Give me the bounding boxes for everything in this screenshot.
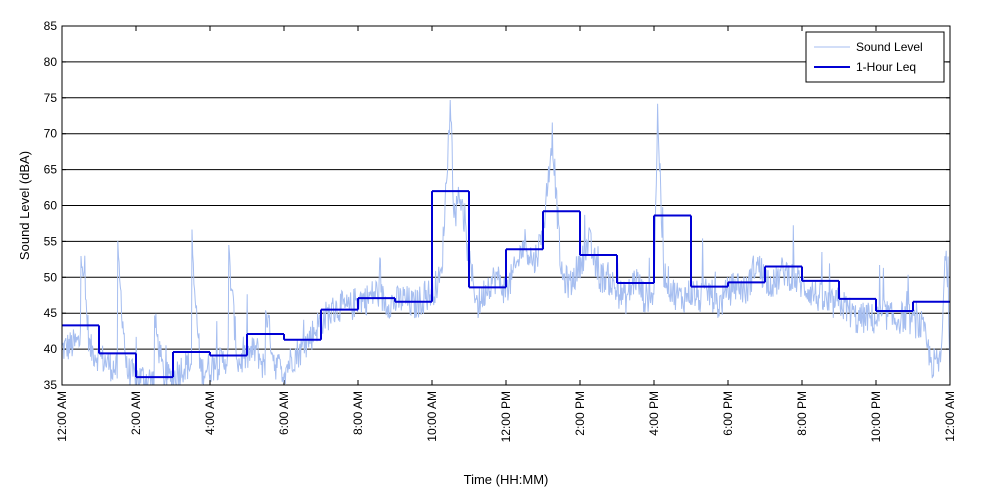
x-axis-label: Time (HH:MM) — [464, 472, 549, 487]
y-axis-label: Sound Level (dBA) — [17, 151, 32, 260]
y-tick-label: 55 — [44, 234, 58, 248]
y-tick-label: 85 — [44, 19, 58, 33]
y-tick-label: 50 — [44, 270, 58, 284]
y-tick-label: 60 — [44, 199, 58, 213]
x-tick-label: 12:00 AM — [55, 391, 69, 442]
y-tick-label: 80 — [44, 55, 58, 69]
y-tick-label: 65 — [44, 163, 58, 177]
x-tick-label: 12:00 AM — [943, 391, 957, 442]
x-tick-label: 2:00 AM — [129, 391, 143, 435]
x-tick-label: 2:00 PM — [573, 391, 587, 436]
plot-frame — [61, 25, 951, 386]
x-tick-labels: 12:00 AM 2:00 AM 4:00 AM 6:00 AM 8:00 AM 10:0… — [55, 391, 957, 442]
x-tick-label: 4:00 PM — [647, 391, 661, 436]
x-tick-label: 10:00 AM — [425, 391, 439, 442]
y-tick-label: 45 — [44, 306, 58, 320]
legend: Sound Level 1-Hour Leq — [805, 31, 945, 83]
x-tick-label: 6:00 AM — [277, 391, 291, 435]
y-tick-label: 70 — [44, 127, 58, 141]
x-tick-label: 10:00 PM — [869, 391, 883, 442]
x-tick-label: 8:00 PM — [795, 391, 809, 436]
x-tick-label: 4:00 AM — [203, 391, 217, 435]
y-tick-label: 75 — [44, 91, 58, 105]
series-layer — [62, 99, 950, 385]
legend-label-sound-level: Sound Level — [856, 40, 923, 54]
x-tick-label: 12:00 PM — [499, 391, 513, 442]
y-tick-label: 40 — [44, 342, 58, 356]
x-tick-label: 6:00 PM — [721, 391, 735, 436]
legend-label-1-hour-leq: 1-Hour Leq — [856, 60, 916, 74]
legend-box — [805, 31, 945, 83]
y-tick-label: 35 — [44, 378, 58, 392]
y-tick-labels: 35 40 45 50 55 60 65 70 75 80 85 — [44, 19, 58, 392]
x-tick-label: 8:00 AM — [351, 391, 365, 435]
